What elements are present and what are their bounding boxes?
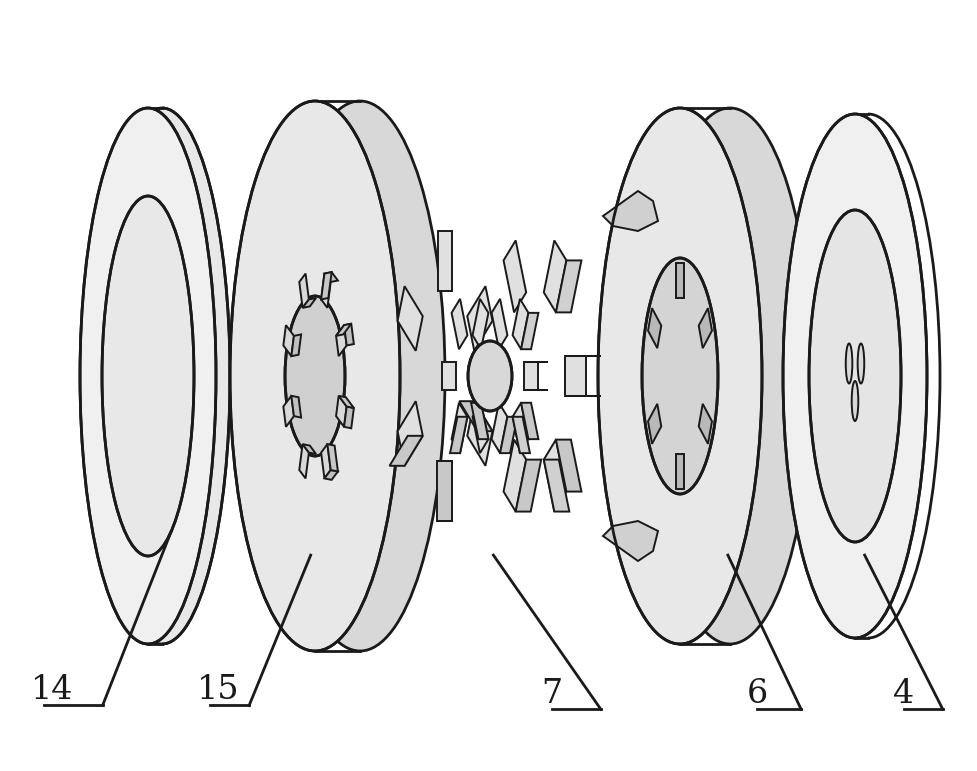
Polygon shape bbox=[491, 402, 507, 453]
Polygon shape bbox=[648, 308, 661, 348]
Polygon shape bbox=[327, 444, 338, 471]
Ellipse shape bbox=[846, 344, 852, 383]
Polygon shape bbox=[699, 404, 712, 444]
Polygon shape bbox=[303, 444, 317, 454]
Ellipse shape bbox=[858, 344, 865, 383]
Ellipse shape bbox=[648, 108, 812, 644]
Ellipse shape bbox=[285, 296, 345, 456]
Text: 14: 14 bbox=[31, 674, 73, 706]
Polygon shape bbox=[336, 325, 347, 356]
Polygon shape bbox=[336, 324, 352, 336]
Polygon shape bbox=[513, 299, 529, 349]
Polygon shape bbox=[521, 313, 538, 349]
Polygon shape bbox=[648, 404, 661, 444]
Polygon shape bbox=[324, 272, 338, 282]
Polygon shape bbox=[565, 356, 586, 396]
Text: 7: 7 bbox=[541, 678, 563, 710]
Polygon shape bbox=[344, 324, 354, 345]
Ellipse shape bbox=[102, 196, 194, 556]
Polygon shape bbox=[339, 396, 354, 408]
Polygon shape bbox=[291, 396, 301, 418]
Ellipse shape bbox=[230, 101, 400, 651]
Polygon shape bbox=[556, 261, 581, 312]
Ellipse shape bbox=[116, 196, 208, 556]
Polygon shape bbox=[676, 263, 684, 298]
Polygon shape bbox=[291, 335, 301, 356]
Polygon shape bbox=[544, 460, 570, 512]
Polygon shape bbox=[390, 436, 423, 466]
Polygon shape bbox=[459, 401, 492, 431]
Polygon shape bbox=[303, 298, 317, 308]
Polygon shape bbox=[513, 402, 529, 453]
Polygon shape bbox=[467, 401, 492, 466]
Polygon shape bbox=[398, 401, 423, 466]
Polygon shape bbox=[676, 454, 684, 489]
Ellipse shape bbox=[642, 258, 718, 494]
Polygon shape bbox=[544, 439, 567, 512]
Ellipse shape bbox=[468, 341, 512, 411]
Polygon shape bbox=[451, 299, 467, 349]
Polygon shape bbox=[503, 439, 527, 512]
Polygon shape bbox=[299, 444, 309, 479]
Polygon shape bbox=[521, 402, 538, 439]
Polygon shape bbox=[467, 286, 492, 351]
Polygon shape bbox=[513, 417, 530, 453]
Polygon shape bbox=[699, 308, 712, 348]
Polygon shape bbox=[471, 402, 488, 439]
Polygon shape bbox=[603, 521, 658, 561]
Polygon shape bbox=[516, 460, 541, 512]
Polygon shape bbox=[482, 362, 496, 390]
Polygon shape bbox=[437, 461, 452, 521]
Polygon shape bbox=[321, 274, 331, 308]
Text: 4: 4 bbox=[893, 678, 914, 710]
Polygon shape bbox=[473, 402, 488, 453]
Polygon shape bbox=[344, 406, 354, 428]
Ellipse shape bbox=[852, 381, 859, 421]
Polygon shape bbox=[321, 272, 331, 299]
Polygon shape bbox=[473, 299, 488, 349]
Polygon shape bbox=[503, 241, 527, 312]
Polygon shape bbox=[603, 191, 658, 231]
Ellipse shape bbox=[275, 101, 445, 651]
Polygon shape bbox=[398, 286, 423, 351]
Text: 6: 6 bbox=[746, 678, 768, 710]
Polygon shape bbox=[442, 362, 456, 390]
Ellipse shape bbox=[783, 114, 927, 638]
Polygon shape bbox=[544, 241, 567, 312]
Polygon shape bbox=[299, 274, 309, 308]
Text: 15: 15 bbox=[196, 674, 239, 706]
Polygon shape bbox=[336, 396, 347, 427]
Polygon shape bbox=[321, 444, 331, 479]
Polygon shape bbox=[283, 325, 294, 356]
Polygon shape bbox=[491, 299, 507, 349]
Polygon shape bbox=[524, 362, 538, 390]
Polygon shape bbox=[450, 417, 467, 453]
Ellipse shape bbox=[598, 108, 762, 644]
Ellipse shape bbox=[94, 108, 230, 644]
Polygon shape bbox=[500, 417, 518, 453]
Polygon shape bbox=[485, 356, 505, 396]
Ellipse shape bbox=[80, 108, 216, 644]
Polygon shape bbox=[556, 439, 581, 492]
Ellipse shape bbox=[809, 210, 901, 542]
Polygon shape bbox=[438, 461, 452, 521]
Polygon shape bbox=[451, 402, 467, 453]
Polygon shape bbox=[324, 470, 338, 480]
Polygon shape bbox=[438, 231, 452, 291]
Polygon shape bbox=[484, 362, 498, 390]
Polygon shape bbox=[283, 396, 294, 427]
